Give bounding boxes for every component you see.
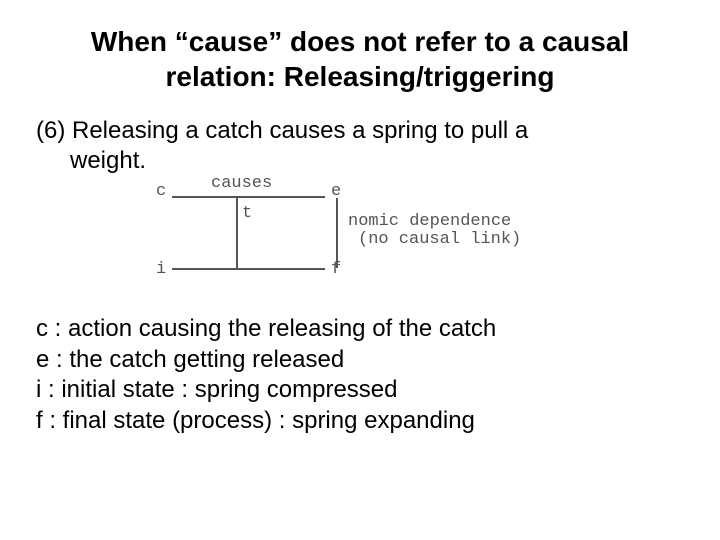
label-causes: causes — [211, 174, 272, 193]
edge-e-f — [336, 198, 338, 268]
title-line-1: When “cause” does not refer to a causal — [91, 26, 629, 57]
label-no-causal-link: (no causal link) — [358, 230, 521, 249]
label-nomic-dependence: nomic dependence — [348, 212, 511, 231]
causal-diagram: c causes e t nomic dependence (no causal… — [156, 182, 576, 292]
slide-title: When “cause” does not refer to a causal … — [36, 24, 684, 94]
legend-c: c : action causing the releasing of the … — [36, 314, 684, 345]
legend: c : action causing the releasing of the … — [36, 314, 684, 437]
node-f: f — [331, 260, 341, 279]
example-line-2: weight. — [36, 146, 684, 176]
edge-c-e — [172, 196, 325, 198]
title-line-2: relation: Releasing/triggering — [166, 61, 555, 92]
diagram-container: c causes e t nomic dependence (no causal… — [156, 182, 684, 292]
node-c: c — [156, 182, 166, 201]
edge-t-down — [236, 198, 238, 268]
example-line-1: (6) Releasing a catch causes a spring to… — [36, 117, 528, 144]
example-sentence: (6) Releasing a catch causes a spring to… — [36, 116, 684, 176]
legend-e: e : the catch getting released — [36, 345, 684, 376]
node-t: t — [242, 204, 252, 223]
slide-root: When “cause” does not refer to a causal … — [0, 0, 720, 540]
edge-i-f — [172, 268, 325, 270]
legend-i: i : initial state : spring compressed — [36, 375, 684, 406]
node-i: i — [156, 260, 166, 279]
legend-f: f : final state (process) : spring expan… — [36, 406, 684, 437]
